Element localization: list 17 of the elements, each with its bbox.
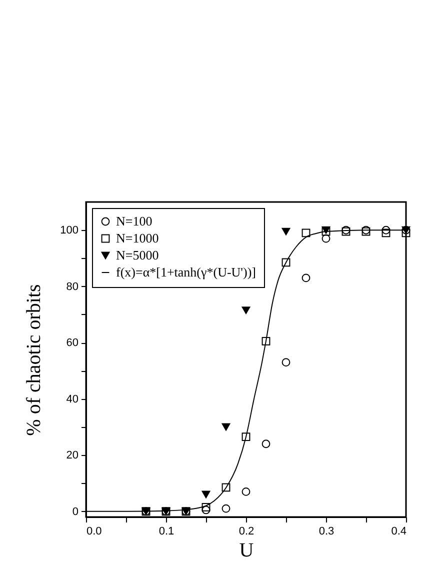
legend-label: N=100 — [116, 214, 152, 228]
y-tick-label: 60 — [66, 337, 78, 350]
y-tick-label: 20 — [66, 450, 78, 462]
x-tick-label: 0.3 — [318, 526, 334, 538]
x-axis-title: U — [239, 540, 254, 562]
legend-label: N=1000 — [116, 230, 159, 246]
y-tick-label: 100 — [60, 224, 78, 237]
y-tick-label: 80 — [66, 280, 78, 293]
y-tick-label: 0 — [72, 506, 78, 518]
x-tick-label: 0.2 — [238, 526, 254, 538]
x-tick-label: 0.0 — [86, 526, 102, 538]
legend-label: N=5000 — [116, 248, 159, 262]
legend-label: f(x)=α*[1+tanh(γ*(U-U'))] — [116, 264, 256, 280]
x-tick-label: 0.1 — [158, 526, 174, 538]
x-tick-label: 0.4 — [391, 526, 406, 538]
y-tick-label: 40 — [66, 393, 78, 406]
y-axis-title: % of chaotic orbits — [23, 284, 46, 436]
